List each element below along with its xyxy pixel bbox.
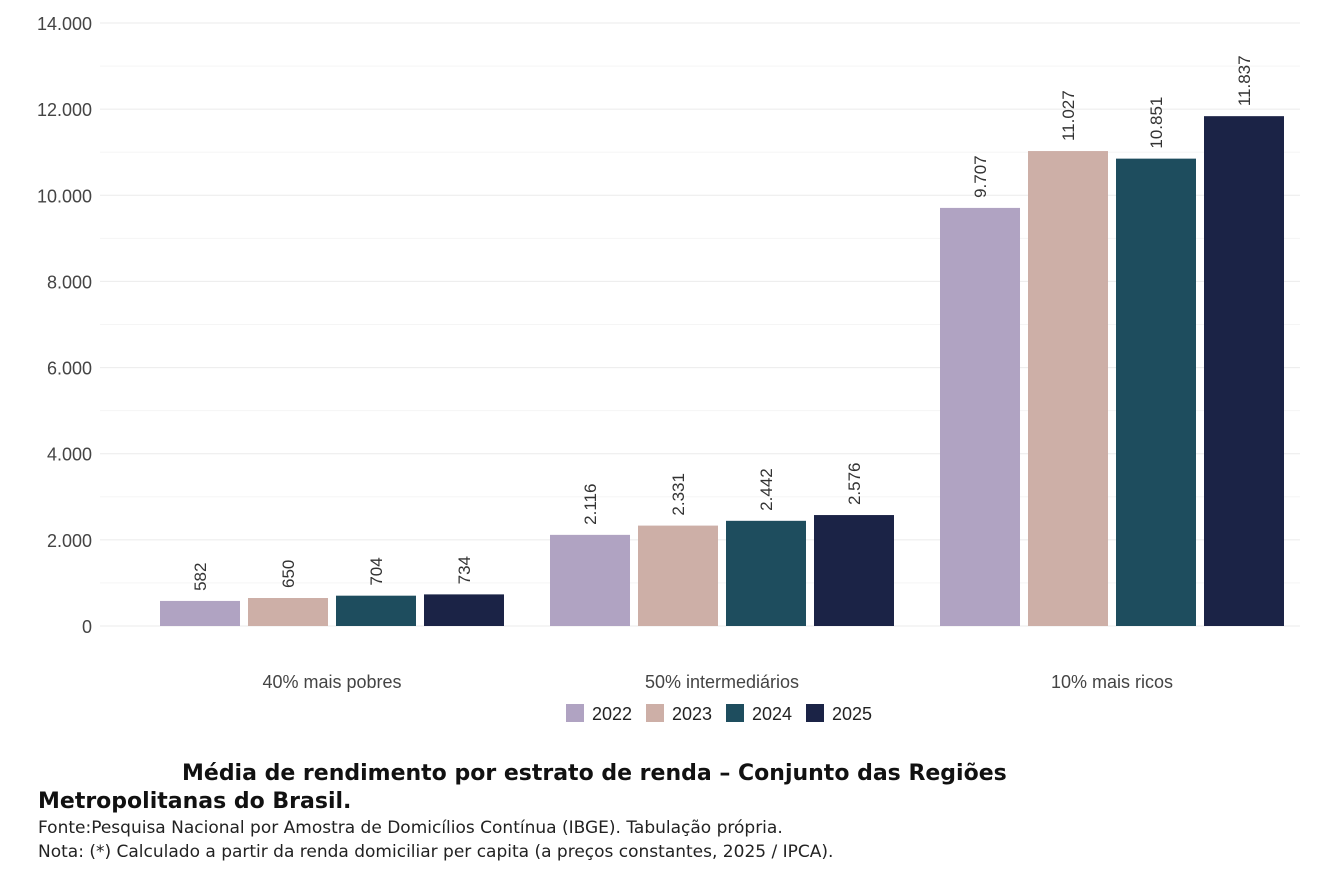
legend-swatch — [646, 704, 664, 722]
data-label: 2.576 — [845, 463, 864, 506]
data-label: 11.027 — [1059, 90, 1078, 141]
data-label: 704 — [367, 557, 386, 585]
x-tick-label: 10% mais ricos — [1051, 672, 1173, 692]
legend-label: 2022 — [592, 704, 632, 724]
y-tick-label: 4.000 — [47, 445, 92, 465]
chart-title-line1: Média de rendimento por estrato de renda… — [182, 761, 1007, 786]
legend-swatch — [566, 704, 584, 722]
bar — [550, 534, 630, 626]
y-tick-label: 10.000 — [37, 186, 92, 206]
bar-chart: 0 2.000 4.000 6.000 8.000 10.000 12.000 14.000 5… — [37, 14, 1300, 724]
data-label: 2.331 — [669, 473, 688, 516]
bar — [248, 598, 328, 626]
y-tick-label: 6.000 — [47, 359, 92, 379]
legend-swatch — [726, 704, 744, 722]
legend-swatch — [806, 704, 824, 722]
y-tick-label: 8.000 — [47, 272, 92, 292]
x-tick-label: 50% intermediários — [645, 672, 799, 692]
chart-caption: Média de rendimento por estrato de renda… — [38, 760, 1298, 864]
bar — [940, 207, 1020, 626]
legend-label: 2023 — [672, 704, 712, 724]
note-text: Nota: (*) Calculado a partir da renda do… — [38, 842, 834, 862]
bar — [1204, 116, 1284, 626]
data-label: 9.707 — [971, 155, 990, 198]
y-tick-label: 0 — [82, 617, 92, 637]
bar — [1028, 151, 1108, 626]
bar — [638, 525, 718, 626]
chart-title-line2: Metropolitanas do Brasil. — [38, 789, 352, 814]
data-label: 2.116 — [581, 484, 600, 525]
bar — [726, 520, 806, 626]
source-text: Fonte:Pesquisa Nacional por Amostra de D… — [38, 818, 783, 838]
legend-label: 2024 — [752, 704, 792, 724]
bar — [160, 600, 240, 626]
bar — [336, 595, 416, 626]
y-tick-label: 2.000 — [47, 531, 92, 551]
y-tick-label: 14.000 — [37, 14, 92, 34]
data-label: 11.837 — [1235, 55, 1254, 106]
bar — [424, 594, 504, 626]
y-tick-label: 12.000 — [37, 100, 92, 120]
data-label: 10.851 — [1147, 97, 1166, 149]
data-label: 2.442 — [757, 468, 776, 511]
data-label: 734 — [455, 556, 474, 584]
data-label: 582 — [191, 563, 210, 591]
bar — [1116, 158, 1196, 626]
chart-title: Média de rendimento por estrato de renda… — [38, 760, 1298, 816]
x-tick-label: 40% mais pobres — [262, 672, 401, 692]
legend-label: 2025 — [832, 704, 872, 724]
bar — [814, 515, 894, 626]
data-label: 650 — [279, 560, 298, 588]
